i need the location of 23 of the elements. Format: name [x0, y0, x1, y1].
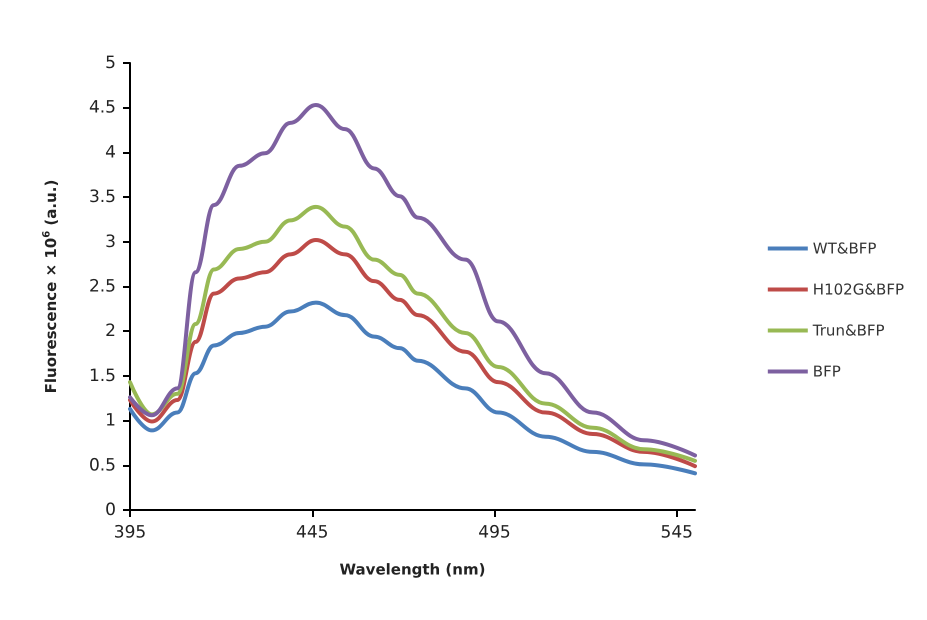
x-tick-label: 495 [478, 522, 511, 542]
y-tick-label: 2 [105, 321, 116, 342]
y-axis-title: Fluorescence × 106 (a.u.) [42, 180, 60, 394]
x-tick-label: 395 [114, 522, 146, 542]
y-tick-label: 1 [105, 410, 116, 431]
y-tick-label: 3 [105, 232, 116, 252]
legend-label: Trun&BFP [812, 322, 885, 340]
legend-label: BFP [812, 362, 841, 380]
y-tick-label: 4.5 [88, 98, 116, 118]
line-series [128, 300, 697, 476]
x-tick-label: 545 [660, 522, 693, 542]
x-axis-title: Wavelength (nm) [340, 560, 486, 578]
legend-label: WT&BFP [812, 240, 876, 258]
y-tick-label: 3.5 [88, 187, 116, 208]
y-tick-label: 5 [105, 53, 116, 73]
y-tick-label: 4 [105, 142, 116, 162]
y-tick-label: 2.5 [88, 276, 116, 296]
y-tick-label: 1.5 [88, 366, 116, 386]
legend-label: H102G&BFP [812, 280, 904, 298]
y-tick-label: 0.5 [88, 455, 116, 476]
x-tick-label: 445 [296, 522, 328, 542]
line-series [128, 103, 697, 458]
y-tick-label: 0 [105, 500, 116, 520]
